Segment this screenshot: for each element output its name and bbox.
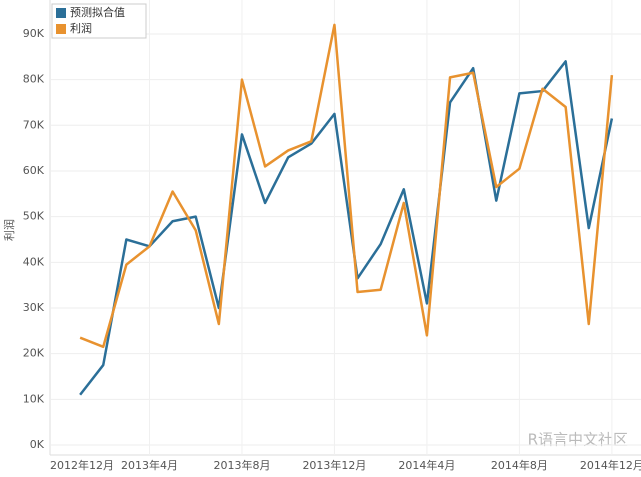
y-tick-label: 10K bbox=[23, 392, 45, 405]
y-tick-label: 60K bbox=[23, 164, 45, 177]
y-tick-label: 0K bbox=[30, 438, 45, 451]
x-tick-label: 2014年4月 bbox=[398, 458, 455, 472]
legend-label: 利润 bbox=[70, 21, 92, 35]
series-line bbox=[79, 60, 614, 396]
legend-swatch bbox=[56, 24, 66, 34]
y-tick-label: 40K bbox=[23, 255, 45, 268]
y-tick-label: 70K bbox=[23, 118, 45, 131]
series-line bbox=[79, 23, 614, 349]
x-tick-label: 2013年12月 bbox=[302, 458, 366, 472]
legend-label: 预测拟合值 bbox=[70, 5, 125, 19]
legend-swatch bbox=[56, 8, 66, 18]
y-axis-label: 利润 bbox=[2, 219, 16, 241]
watermark: R语言中文社区 bbox=[528, 431, 628, 449]
x-tick-label: 2014年12月 bbox=[580, 458, 641, 472]
y-tick-label: 80K bbox=[23, 73, 45, 86]
y-tick-label: 20K bbox=[23, 347, 45, 360]
y-tick-label: 50K bbox=[23, 210, 45, 223]
x-tick-label: 2013年4月 bbox=[121, 458, 178, 472]
x-tick-label: 2013年8月 bbox=[213, 458, 270, 472]
y-tick-label: 90K bbox=[23, 27, 45, 40]
x-tick-label: 2012年12月 bbox=[50, 458, 114, 472]
legend-box bbox=[51, 3, 147, 39]
y-tick-label: 30K bbox=[23, 301, 45, 314]
x-tick-label: 2014年8月 bbox=[491, 458, 548, 472]
